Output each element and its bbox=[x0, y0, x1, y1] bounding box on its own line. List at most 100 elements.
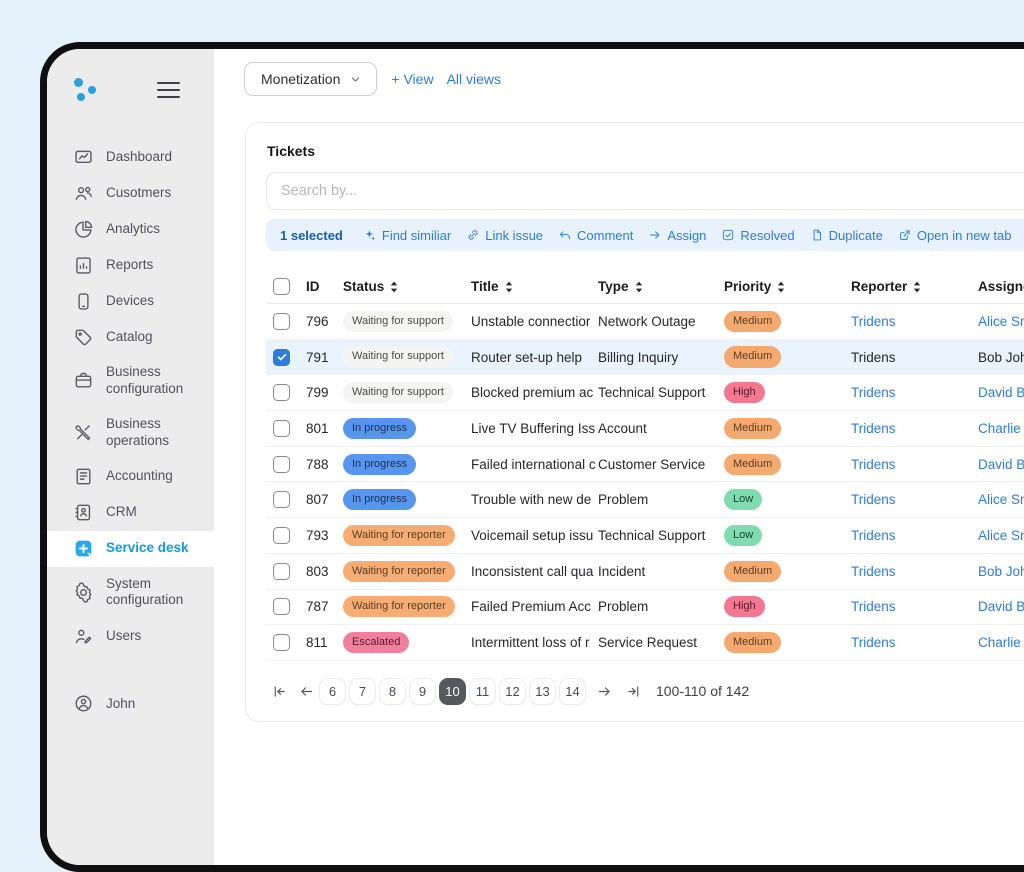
row-checkbox[interactable] bbox=[273, 455, 290, 473]
ticket-row-791[interactable]: 791 Waiting for support Router set-up help… bbox=[266, 339, 1024, 376]
sidebar-item-business-operations[interactable]: Business operations bbox=[47, 407, 214, 459]
page-button-14[interactable]: 14 bbox=[559, 677, 586, 705]
select-all-checkbox[interactable] bbox=[273, 277, 290, 295]
row-checkbox[interactable] bbox=[273, 491, 290, 509]
assign-button[interactable]: Assign bbox=[648, 228, 706, 243]
ticket-type: Service Request bbox=[598, 635, 698, 651]
sidebar-item-crm[interactable]: CRM bbox=[47, 495, 214, 531]
ticket-reporter[interactable]: Tridens bbox=[851, 563, 896, 579]
sidebar-item-business-configuration[interactable]: Business configuration bbox=[47, 355, 214, 407]
all-views-button[interactable]: All views bbox=[446, 71, 502, 87]
column-header-reporter[interactable]: Reporter bbox=[851, 279, 978, 294]
column-header-type[interactable]: Type bbox=[598, 279, 724, 294]
sidebar-item-accounting[interactable]: Accounting bbox=[47, 459, 214, 495]
pagination-summary: 100-110 of 142 bbox=[656, 683, 750, 700]
sidebar-item-label: Analytics bbox=[106, 220, 161, 236]
ticket-row-793[interactable]: 793 Waiting for reporter Voicemail setup i… bbox=[266, 518, 1024, 554]
ticket-assignee[interactable]: Charlie W bbox=[978, 420, 1024, 436]
ticket-reporter[interactable]: Tridens bbox=[851, 527, 896, 543]
row-checkbox[interactable] bbox=[273, 562, 290, 580]
find-similiar-button[interactable]: Find similiar bbox=[363, 228, 451, 243]
sidebar-item-service-desk[interactable]: Service desk bbox=[47, 530, 214, 567]
sidebar-item-customers[interactable]: Cusotmers bbox=[47, 175, 214, 211]
ticket-assignee[interactable]: David Br bbox=[978, 385, 1024, 401]
ticket-row-799[interactable]: 799 Waiting for support Blocked premium ac… bbox=[266, 375, 1024, 412]
sidebar-item-users[interactable]: Users bbox=[47, 618, 214, 654]
page-button-11[interactable]: 11 bbox=[469, 677, 496, 705]
user-circle-icon bbox=[73, 693, 94, 714]
sidebar-item-devices[interactable]: Devices bbox=[47, 283, 214, 319]
page-button-9[interactable]: 9 bbox=[409, 677, 436, 705]
ticket-assignee[interactable]: Bob Joh bbox=[978, 349, 1024, 365]
previous-page-button[interactable] bbox=[295, 680, 317, 702]
ticket-reporter[interactable]: Tridens bbox=[851, 349, 896, 365]
page-button-8[interactable]: 8 bbox=[379, 677, 406, 705]
ticket-reporter[interactable]: Tridens bbox=[851, 599, 896, 615]
status-badge: In progress bbox=[343, 489, 417, 511]
row-checkbox[interactable] bbox=[273, 312, 290, 330]
ticket-reporter[interactable]: Tridens bbox=[851, 635, 896, 651]
column-header-title[interactable]: Title bbox=[471, 279, 598, 294]
ticket-reporter[interactable]: Tridens bbox=[851, 492, 896, 508]
page-button-12[interactable]: 12 bbox=[499, 677, 526, 705]
comment-button[interactable]: Comment bbox=[558, 228, 633, 243]
ticket-row-787[interactable]: 787 Waiting for reporter Failed Premium Ac… bbox=[266, 590, 1024, 626]
sidebar-item-catalog[interactable]: Catalog bbox=[47, 319, 214, 355]
ticket-row-811[interactable]: 811 Escalated Intermittent loss of r Servic… bbox=[266, 625, 1024, 661]
ticket-row-796[interactable]: 796 Waiting for support Unstable connectio… bbox=[266, 304, 1024, 340]
sidebar-item-label: Devices bbox=[106, 292, 155, 308]
page-button-13[interactable]: 13 bbox=[529, 677, 556, 705]
next-page-button[interactable] bbox=[593, 680, 615, 702]
row-checkbox[interactable] bbox=[273, 634, 290, 652]
row-checkbox[interactable] bbox=[273, 384, 290, 402]
add-view-button[interactable]: + View bbox=[391, 71, 434, 87]
sidebar-item-analytics[interactable]: Analytics bbox=[47, 211, 214, 247]
ticket-reporter[interactable]: Tridens bbox=[851, 313, 896, 329]
sort-icon[interactable] bbox=[910, 280, 924, 294]
priority-badge: Medium bbox=[724, 417, 782, 439]
ticket-assignee[interactable]: Alice Sm bbox=[978, 313, 1024, 329]
view-selector[interactable]: Monetization bbox=[244, 62, 378, 96]
ticket-assignee[interactable]: Charlie W bbox=[978, 635, 1024, 651]
status-badge: Waiting for support bbox=[343, 382, 453, 404]
resolved-button[interactable]: Resolved bbox=[721, 228, 795, 243]
link-issue-button[interactable]: Link issue bbox=[466, 228, 543, 243]
column-label: ID bbox=[306, 279, 320, 294]
last-page-button[interactable] bbox=[622, 680, 644, 702]
sidebar-item-system-configuration[interactable]: System configuration bbox=[47, 567, 214, 619]
row-checkbox[interactable] bbox=[273, 598, 290, 616]
ticket-row-788[interactable]: 788 In progress Failed international c Cust… bbox=[266, 447, 1024, 483]
page-button-6[interactable]: 6 bbox=[319, 677, 346, 705]
column-header-assignee[interactable]: Assignee bbox=[978, 279, 1024, 294]
ticket-reporter[interactable]: Tridens bbox=[851, 456, 896, 472]
ticket-assignee[interactable]: David Br bbox=[978, 456, 1024, 472]
sort-icon[interactable] bbox=[502, 280, 516, 294]
ticket-row-801[interactable]: 801 In progress Live TV Buffering Iss Accou… bbox=[266, 411, 1024, 447]
ticket-row-807[interactable]: 807 In progress Trouble with new de Problem… bbox=[266, 482, 1024, 519]
first-page-button[interactable] bbox=[268, 680, 290, 702]
sidebar-user[interactable]: John bbox=[47, 685, 214, 721]
sort-icon[interactable] bbox=[387, 280, 401, 294]
ticket-assignee[interactable]: Alice Sm bbox=[978, 492, 1024, 508]
page-button-7[interactable]: 7 bbox=[349, 677, 376, 705]
open-in-new-tab-button[interactable]: Open in new tab bbox=[898, 228, 1012, 243]
sort-icon[interactable] bbox=[632, 280, 646, 294]
ticket-assignee[interactable]: Bob Joh bbox=[978, 563, 1024, 579]
ticket-assignee[interactable]: Alice Sm bbox=[978, 527, 1024, 543]
row-checkbox-checked[interactable] bbox=[273, 348, 290, 366]
ticket-row-803[interactable]: 803 Waiting for reporter Inconsistent call… bbox=[266, 554, 1024, 590]
hamburger-menu-icon[interactable] bbox=[157, 82, 180, 102]
sidebar-item-dashboard[interactable]: Dashboard bbox=[47, 139, 214, 175]
ticket-assignee[interactable]: David Br bbox=[978, 599, 1024, 615]
row-checkbox[interactable] bbox=[273, 526, 290, 544]
page-button-10[interactable]: 10 bbox=[439, 677, 466, 705]
sort-icon[interactable] bbox=[774, 280, 788, 294]
sidebar-item-reports[interactable]: Reports bbox=[47, 247, 214, 283]
ticket-reporter[interactable]: Tridens bbox=[851, 385, 896, 401]
column-header-status[interactable]: Status bbox=[343, 279, 471, 294]
column-header-priority[interactable]: Priority bbox=[724, 279, 851, 294]
ticket-reporter[interactable]: Tridens bbox=[851, 420, 896, 436]
duplicate-button[interactable]: Duplicate bbox=[810, 228, 883, 243]
search-input[interactable] bbox=[266, 172, 1024, 210]
row-checkbox[interactable] bbox=[273, 419, 290, 437]
